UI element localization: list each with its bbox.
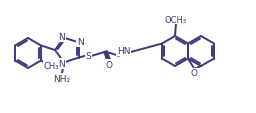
- Text: N: N: [59, 33, 65, 42]
- Text: OCH₃: OCH₃: [165, 15, 187, 24]
- Text: O: O: [191, 69, 198, 78]
- Text: HN: HN: [117, 47, 130, 56]
- Text: N: N: [77, 38, 84, 46]
- Text: N: N: [59, 59, 65, 68]
- Text: O: O: [105, 61, 112, 69]
- Text: S: S: [86, 52, 91, 61]
- Text: CH₃: CH₃: [44, 61, 59, 70]
- Text: NH₂: NH₂: [54, 74, 71, 83]
